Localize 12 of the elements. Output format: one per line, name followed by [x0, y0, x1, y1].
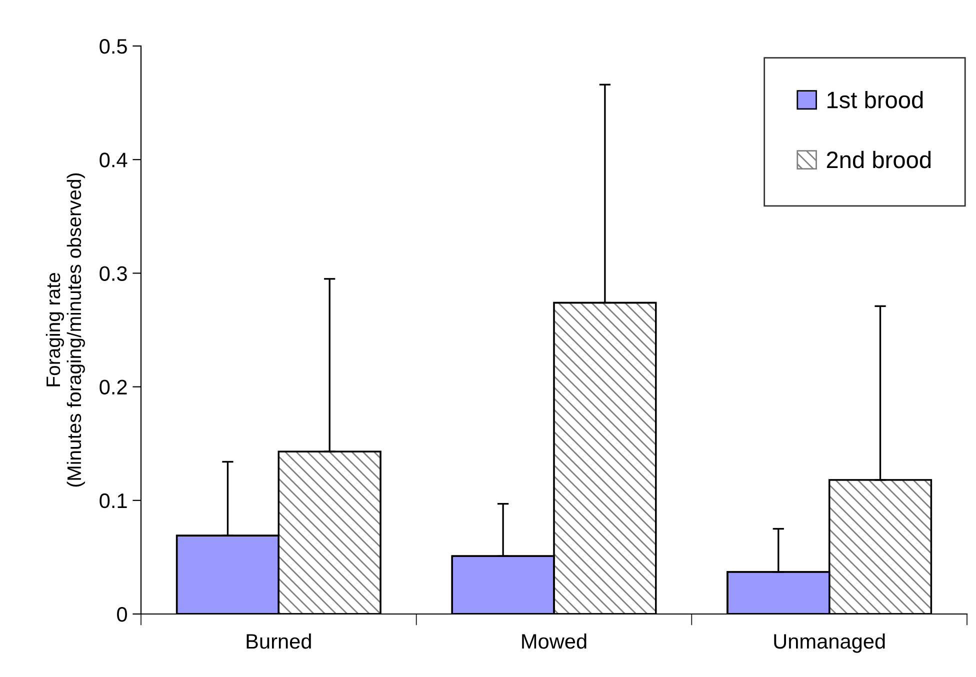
x-tick-label: Unmanaged: [774, 633, 885, 653]
y-axis-title: Foraging rate (Minutes foraging/minutes observed): [46, 173, 85, 487]
y-tick-label: 0: [117, 607, 127, 622]
legend-label: 2nd brood: [826, 150, 931, 168]
y-tick-label: 0.4: [100, 152, 128, 168]
y-tick-label: 0.2: [100, 380, 127, 395]
legend-label: 1st brood: [828, 90, 923, 108]
x-tick-label: Mowed: [522, 633, 586, 649]
y-tick-label: 0.1: [100, 493, 127, 508]
y-tick-label: 0.5: [100, 39, 127, 54]
y-tick-label: 0.3: [100, 266, 127, 281]
x-tick-label: Burned: [246, 633, 311, 649]
